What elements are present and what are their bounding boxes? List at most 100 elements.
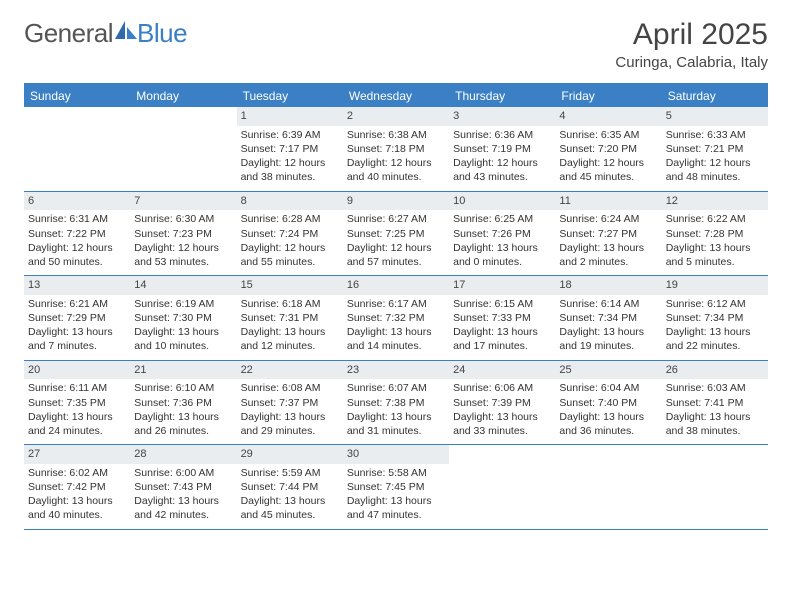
- sunrise-text: Sunrise: 6:07 AM: [347, 381, 445, 395]
- day-number: 5: [662, 107, 768, 126]
- day-number: 24: [449, 361, 555, 380]
- day-cell: 8Sunrise: 6:28 AMSunset: 7:24 PMDaylight…: [237, 192, 343, 276]
- day-cell: 16Sunrise: 6:17 AMSunset: 7:32 PMDayligh…: [343, 276, 449, 360]
- daylight-text: Daylight: 13 hours and 22 minutes.: [666, 325, 764, 353]
- day-number: 8: [237, 192, 343, 211]
- day-cell: 7Sunrise: 6:30 AMSunset: 7:23 PMDaylight…: [130, 192, 236, 276]
- sunrise-text: Sunrise: 6:33 AM: [666, 128, 764, 142]
- sunset-text: Sunset: 7:34 PM: [559, 311, 657, 325]
- day-content: Sunrise: 6:19 AMSunset: 7:30 PMDaylight:…: [130, 295, 236, 360]
- day-content: Sunrise: 6:35 AMSunset: 7:20 PMDaylight:…: [555, 126, 661, 191]
- sunset-text: Sunset: 7:21 PM: [666, 142, 764, 156]
- sunset-text: Sunset: 7:30 PM: [134, 311, 232, 325]
- sunset-text: Sunset: 7:29 PM: [28, 311, 126, 325]
- sunset-text: Sunset: 7:20 PM: [559, 142, 657, 156]
- day-cell: 13Sunrise: 6:21 AMSunset: 7:29 PMDayligh…: [24, 276, 130, 360]
- day-number: 27: [24, 445, 130, 464]
- day-content: Sunrise: 5:58 AMSunset: 7:45 PMDaylight:…: [343, 464, 449, 529]
- daylight-text: Daylight: 12 hours and 45 minutes.: [559, 156, 657, 184]
- day-cell: 24Sunrise: 6:06 AMSunset: 7:39 PMDayligh…: [449, 361, 555, 445]
- sunset-text: Sunset: 7:43 PM: [134, 480, 232, 494]
- day-content: Sunrise: 6:02 AMSunset: 7:42 PMDaylight:…: [24, 464, 130, 529]
- day-number: 4: [555, 107, 661, 126]
- sunset-text: Sunset: 7:45 PM: [347, 480, 445, 494]
- sunrise-text: Sunrise: 6:22 AM: [666, 212, 764, 226]
- day-cell: 23Sunrise: 6:07 AMSunset: 7:38 PMDayligh…: [343, 361, 449, 445]
- day-number: 6: [24, 192, 130, 211]
- sunrise-text: Sunrise: 5:58 AM: [347, 466, 445, 480]
- sunset-text: Sunset: 7:42 PM: [28, 480, 126, 494]
- day-cell: 10Sunrise: 6:25 AMSunset: 7:26 PMDayligh…: [449, 192, 555, 276]
- day-number: 17: [449, 276, 555, 295]
- day-content: Sunrise: 6:39 AMSunset: 7:17 PMDaylight:…: [237, 126, 343, 191]
- daylight-text: Daylight: 13 hours and 45 minutes.: [241, 494, 339, 522]
- sunset-text: Sunset: 7:18 PM: [347, 142, 445, 156]
- dow-cell: Sunday: [24, 85, 130, 107]
- daylight-text: Daylight: 13 hours and 42 minutes.: [134, 494, 232, 522]
- day-content: Sunrise: 6:17 AMSunset: 7:32 PMDaylight:…: [343, 295, 449, 360]
- day-content: Sunrise: 6:18 AMSunset: 7:31 PMDaylight:…: [237, 295, 343, 360]
- sunrise-text: Sunrise: 6:11 AM: [28, 381, 126, 395]
- week-row: 13Sunrise: 6:21 AMSunset: 7:29 PMDayligh…: [24, 276, 768, 361]
- day-content: Sunrise: 6:15 AMSunset: 7:33 PMDaylight:…: [449, 295, 555, 360]
- sunrise-text: Sunrise: 6:06 AM: [453, 381, 551, 395]
- sunset-text: Sunset: 7:23 PM: [134, 227, 232, 241]
- day-content: Sunrise: 6:07 AMSunset: 7:38 PMDaylight:…: [343, 379, 449, 444]
- day-number: 9: [343, 192, 449, 211]
- day-cell-empty: [130, 107, 236, 191]
- day-cell: 26Sunrise: 6:03 AMSunset: 7:41 PMDayligh…: [662, 361, 768, 445]
- dow-cell: Tuesday: [237, 85, 343, 107]
- daylight-text: Daylight: 13 hours and 19 minutes.: [559, 325, 657, 353]
- logo-text-blue: Blue: [137, 18, 187, 49]
- day-cell: 1Sunrise: 6:39 AMSunset: 7:17 PMDaylight…: [237, 107, 343, 191]
- day-cell: 9Sunrise: 6:27 AMSunset: 7:25 PMDaylight…: [343, 192, 449, 276]
- day-cell: 5 Sunrise: 6:33 AMSunset: 7:21 PMDaylight…: [662, 107, 768, 191]
- daylight-text: Daylight: 12 hours and 38 minutes.: [241, 156, 339, 184]
- day-cell: 3Sunrise: 6:36 AMSunset: 7:19 PMDaylight…: [449, 107, 555, 191]
- sunset-text: Sunset: 7:27 PM: [559, 227, 657, 241]
- day-content: Sunrise: 6:31 AMSunset: 7:22 PMDaylight:…: [24, 210, 130, 275]
- day-number: 28: [130, 445, 236, 464]
- day-content: Sunrise: 6:22 AMSunset: 7:28 PMDaylight:…: [662, 210, 768, 275]
- title-block: April 2025 Curinga, Calabria, Italy: [615, 18, 768, 71]
- day-content: Sunrise: 6:11 AMSunset: 7:35 PMDaylight:…: [24, 379, 130, 444]
- day-number: 25: [555, 361, 661, 380]
- day-number: 3: [449, 107, 555, 126]
- day-cell-empty: [555, 445, 661, 529]
- day-content: Sunrise: 6:36 AMSunset: 7:19 PMDaylight:…: [449, 126, 555, 191]
- sunrise-text: Sunrise: 6:19 AM: [134, 297, 232, 311]
- sunrise-text: Sunrise: 6:00 AM: [134, 466, 232, 480]
- sunrise-text: Sunrise: 6:25 AM: [453, 212, 551, 226]
- day-cell: 27Sunrise: 6:02 AMSunset: 7:42 PMDayligh…: [24, 445, 130, 529]
- daylight-text: Daylight: 13 hours and 24 minutes.: [28, 410, 126, 438]
- sunrise-text: Sunrise: 5:59 AM: [241, 466, 339, 480]
- day-number: 29: [237, 445, 343, 464]
- daylight-text: Daylight: 12 hours and 43 minutes.: [453, 156, 551, 184]
- day-cell: 30Sunrise: 5:58 AMSunset: 7:45 PMDayligh…: [343, 445, 449, 529]
- day-content: Sunrise: 6:10 AMSunset: 7:36 PMDaylight:…: [130, 379, 236, 444]
- day-cell-empty: [662, 445, 768, 529]
- day-cell: 19Sunrise: 6:12 AMSunset: 7:34 PMDayligh…: [662, 276, 768, 360]
- daylight-text: Daylight: 12 hours and 48 minutes.: [666, 156, 764, 184]
- day-cell: 20Sunrise: 6:11 AMSunset: 7:35 PMDayligh…: [24, 361, 130, 445]
- dow-cell: Friday: [555, 85, 661, 107]
- day-content: Sunrise: 6:06 AMSunset: 7:39 PMDaylight:…: [449, 379, 555, 444]
- sunrise-text: Sunrise: 6:31 AM: [28, 212, 126, 226]
- day-content: Sunrise: 6:08 AMSunset: 7:37 PMDaylight:…: [237, 379, 343, 444]
- sunset-text: Sunset: 7:32 PM: [347, 311, 445, 325]
- sunrise-text: Sunrise: 6:04 AM: [559, 381, 657, 395]
- week-row: 6Sunrise: 6:31 AMSunset: 7:22 PMDaylight…: [24, 192, 768, 277]
- day-content: Sunrise: 6:12 AMSunset: 7:34 PMDaylight:…: [662, 295, 768, 360]
- week-row: 27Sunrise: 6:02 AMSunset: 7:42 PMDayligh…: [24, 445, 768, 530]
- day-content: Sunrise: 6:30 AMSunset: 7:23 PMDaylight:…: [130, 210, 236, 275]
- day-content: Sunrise: 6:00 AMSunset: 7:43 PMDaylight:…: [130, 464, 236, 529]
- day-cell: 21Sunrise: 6:10 AMSunset: 7:36 PMDayligh…: [130, 361, 236, 445]
- sunrise-text: Sunrise: 6:17 AM: [347, 297, 445, 311]
- sunset-text: Sunset: 7:24 PM: [241, 227, 339, 241]
- daylight-text: Daylight: 12 hours and 40 minutes.: [347, 156, 445, 184]
- day-number: 30: [343, 445, 449, 464]
- sunrise-text: Sunrise: 6:28 AM: [241, 212, 339, 226]
- day-content: Sunrise: 6:03 AMSunset: 7:41 PMDaylight:…: [662, 379, 768, 444]
- daylight-text: Daylight: 13 hours and 38 minutes.: [666, 410, 764, 438]
- daylight-text: Daylight: 13 hours and 33 minutes.: [453, 410, 551, 438]
